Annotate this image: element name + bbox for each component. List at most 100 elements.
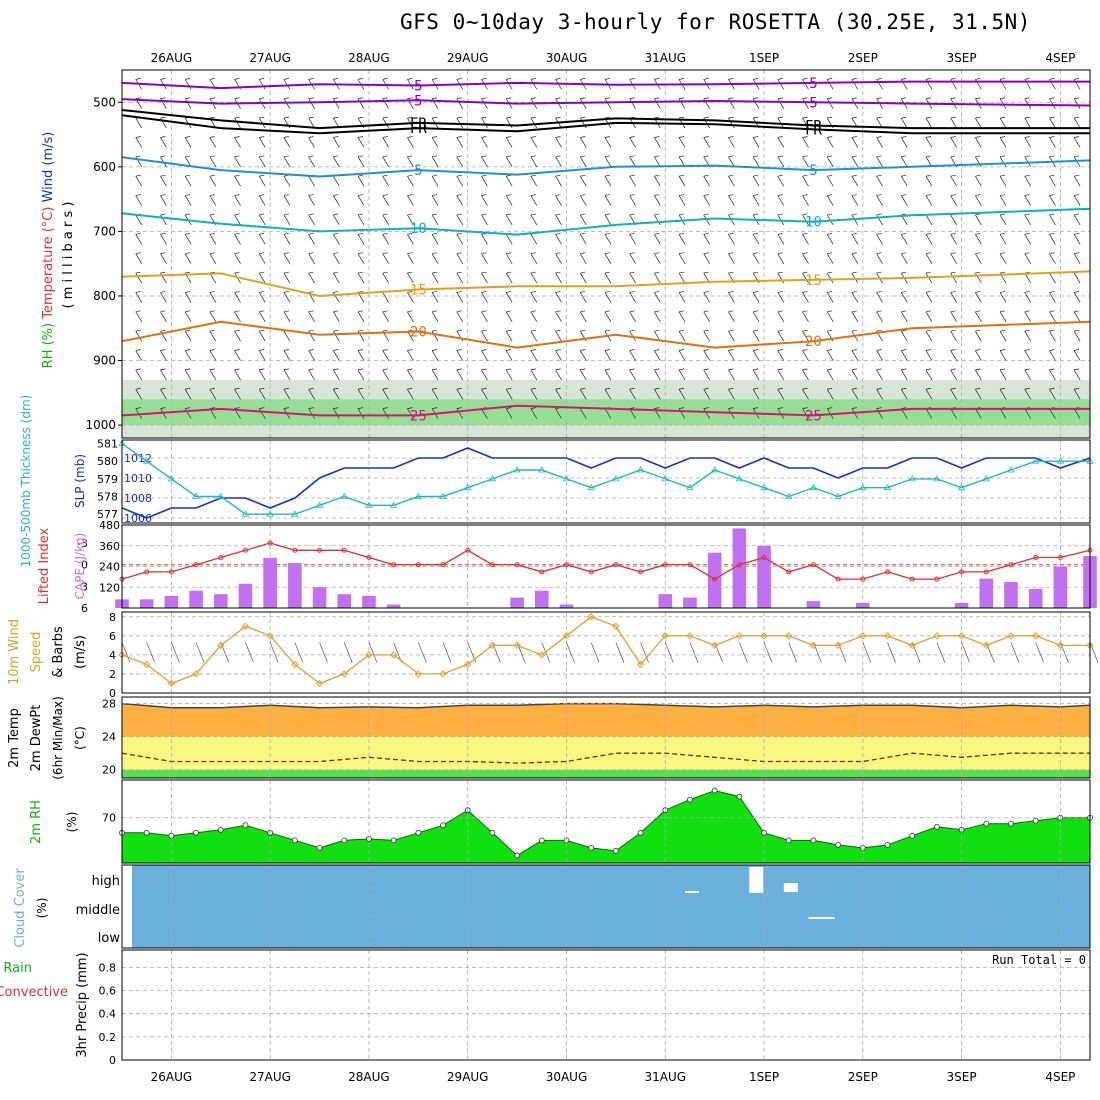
wind-barb [999, 291, 1007, 303]
li-marker-13 [440, 562, 446, 568]
wind-barb [382, 387, 389, 400]
wind-barb [802, 329, 809, 342]
wind-barb [728, 232, 735, 245]
wind-barb [999, 329, 1007, 342]
thickness-marker [785, 492, 793, 499]
wind-barb [629, 194, 636, 206]
wind-marker-33 [933, 632, 941, 640]
cape-bar-16 [510, 597, 524, 608]
wind-barb [604, 252, 612, 264]
wind-marker-14 [464, 660, 472, 669]
surface-barb-30 [862, 642, 872, 663]
wind-barb [900, 174, 908, 187]
wind-barb [431, 291, 439, 303]
wind-barb [555, 174, 562, 187]
pressure-tick-5: 1000 [85, 418, 116, 432]
wind-barb [530, 232, 538, 245]
wind-tick-0: 0 [109, 687, 116, 700]
wind-barb [752, 329, 760, 342]
wind-barb [160, 97, 167, 109]
wind-barb [308, 116, 315, 129]
wind-barb [234, 349, 241, 361]
wind-barb [407, 136, 414, 148]
thickness-marker [809, 483, 818, 491]
li-marker-29 [835, 576, 841, 582]
wind-barb [876, 174, 883, 187]
wind-barb [654, 387, 661, 400]
wind-barb [431, 97, 439, 109]
wind-barb [728, 136, 735, 148]
wind-barb [579, 387, 587, 400]
wind-barb [1049, 387, 1056, 400]
wind-barb [925, 329, 933, 342]
isotherm-label-6: 15 [410, 283, 427, 299]
li-marker-35 [983, 569, 989, 575]
li-marker-37 [1033, 554, 1039, 560]
wind-barb [333, 252, 340, 264]
wind-barb [579, 310, 587, 322]
li-marker-11 [391, 562, 397, 568]
wind-barb [950, 349, 957, 361]
wind-barb [407, 407, 414, 419]
wind-barb [752, 291, 760, 303]
wind-barb [802, 97, 809, 109]
wind-barb [777, 213, 785, 226]
wind-barb [283, 349, 291, 361]
wind-barb [382, 78, 389, 90]
wind-barb [481, 116, 488, 129]
wind-barb [481, 368, 488, 381]
rh-marker-31 [884, 841, 891, 848]
wind-barb [777, 329, 785, 342]
wind-barb [925, 174, 933, 187]
wind-barb [802, 349, 809, 361]
wind-barb [1049, 174, 1056, 187]
thickness-marker [587, 483, 595, 491]
wind-barb [530, 291, 538, 303]
slp-ylabel: SLP (mb) [73, 454, 87, 508]
surface-barb-24 [714, 642, 723, 663]
dewpt-line [121, 752, 1090, 764]
cape-bar-24 [707, 552, 722, 608]
wind-barb [802, 291, 809, 303]
cape-tick-1: 240 [99, 561, 120, 574]
wind-barb [999, 213, 1007, 226]
wind-barb [333, 368, 340, 381]
wind-barb [752, 310, 760, 322]
li-marker-21 [638, 569, 644, 575]
rh-marker-27 [785, 837, 792, 844]
wind-barb [950, 291, 957, 303]
wind-barb [851, 232, 859, 245]
day-label-top-3: 29AUG [447, 51, 489, 65]
wind-ylabel-d: (m/s) [73, 635, 88, 669]
cape-bar-4 [213, 594, 228, 608]
thickness-marker [982, 475, 990, 482]
surface-barb-31 [887, 642, 896, 663]
cape-bar-6 [263, 557, 277, 608]
thick-tick-4: 581 [97, 438, 118, 451]
wind-barb [1073, 310, 1081, 322]
wind-marker-9 [340, 670, 348, 678]
wind-barb [1073, 271, 1081, 284]
slp-tick-0: 1006 [124, 512, 152, 525]
thickness-marker [859, 483, 867, 491]
wind-barb [851, 368, 859, 381]
cape-bar-17 [535, 590, 549, 608]
wind-barb [604, 310, 612, 322]
wind-barb [876, 78, 883, 90]
wind-barb [456, 291, 464, 303]
precip-run-total: Run Total = 0 [992, 953, 1086, 967]
cloud-level-1: middle [76, 903, 120, 918]
wind-barb [333, 407, 340, 419]
day-label-top-9: 4SEP [1045, 51, 1075, 65]
wind-barb [950, 78, 957, 90]
day-label-bottom-5: 31AUG [644, 1070, 686, 1084]
wind-barb [678, 232, 686, 245]
thickness-marker [933, 475, 941, 482]
wind-barb [950, 136, 957, 148]
wind-barb [283, 78, 291, 90]
wind-barb [258, 78, 266, 90]
wind-barb [802, 310, 809, 322]
wind-barb [209, 136, 217, 148]
wind-line [121, 616, 1090, 685]
li-marker-15 [489, 562, 495, 568]
